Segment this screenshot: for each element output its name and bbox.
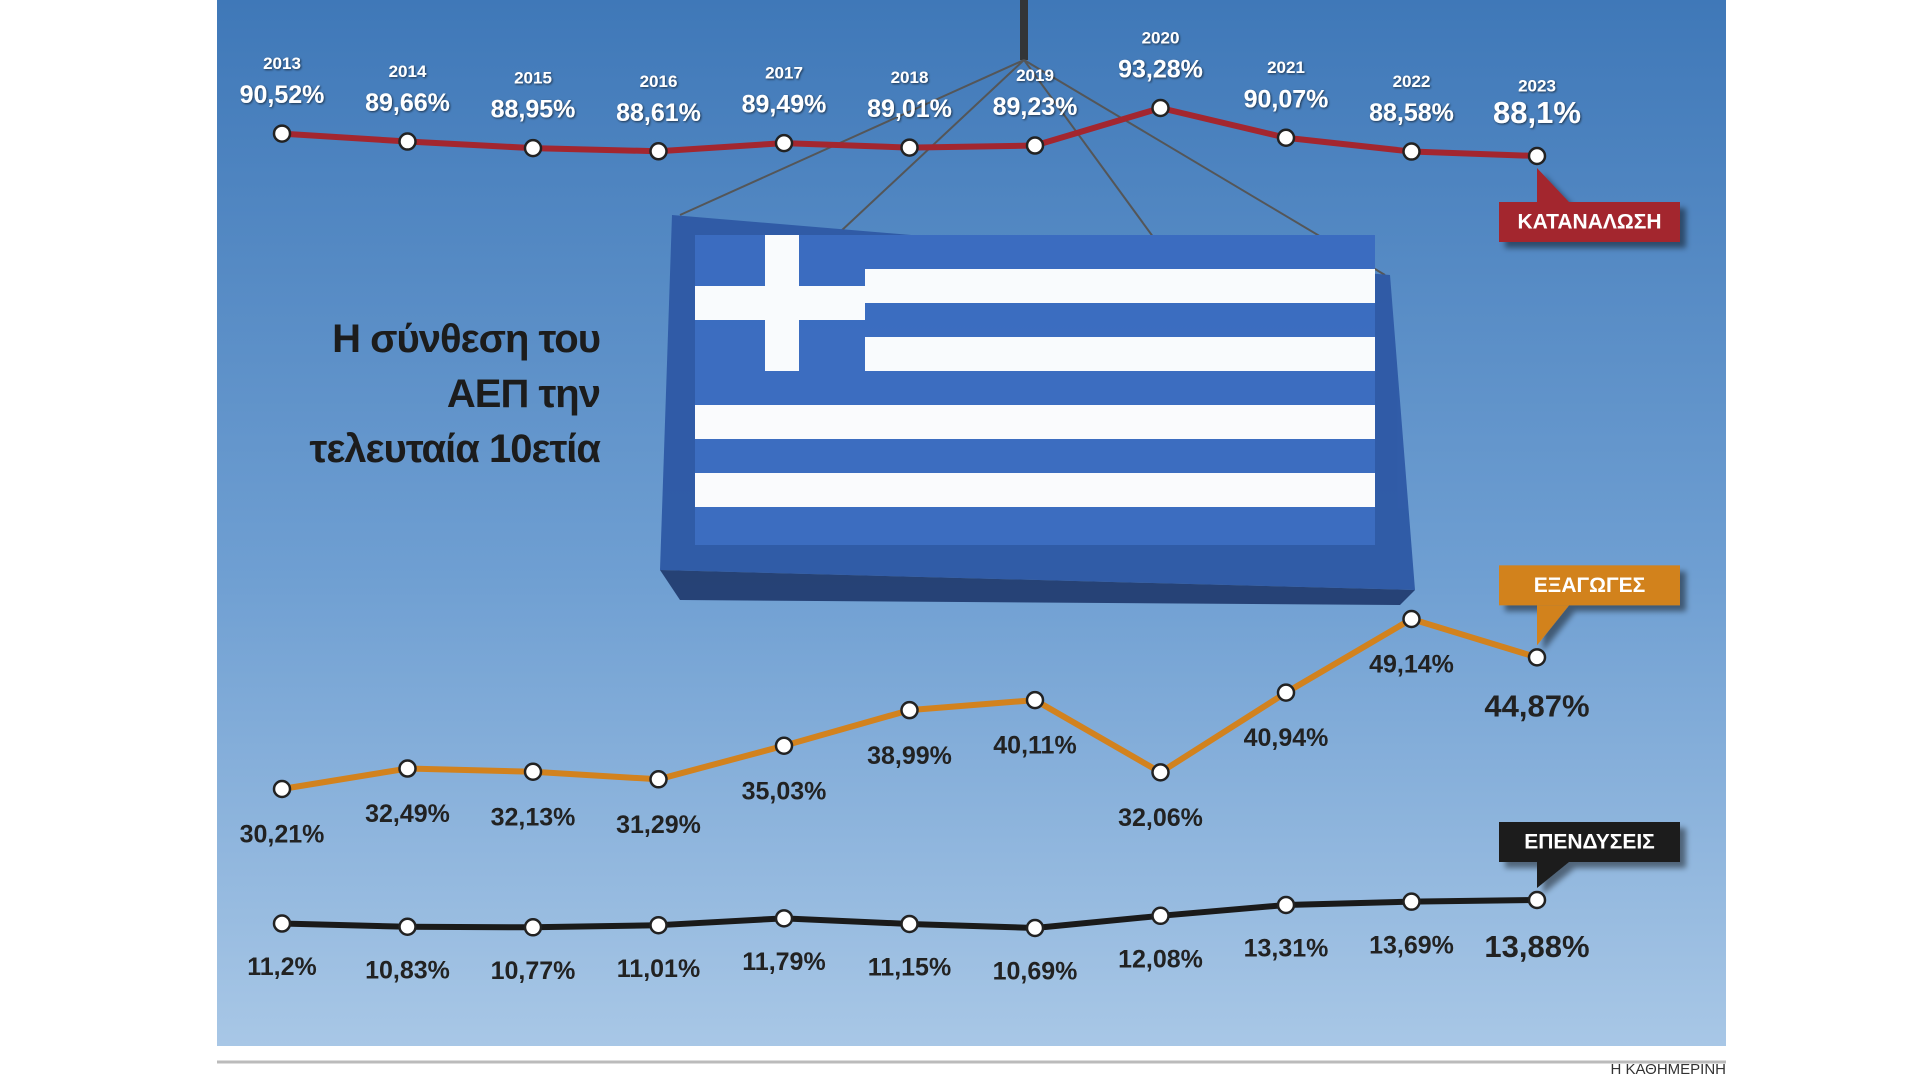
value-label: 32,06%	[1118, 804, 1203, 832]
tag-box	[1499, 822, 1680, 862]
value-label: 11,15%	[868, 954, 951, 982]
data-point	[1402, 142, 1421, 161]
value-label: 90,07%	[1244, 85, 1329, 113]
data-point	[523, 918, 543, 937]
series-tag	[1499, 168, 1680, 242]
data-point	[1276, 128, 1296, 147]
series-tag	[1499, 565, 1680, 646]
value-label: 88,95%	[491, 96, 576, 124]
data-point	[1151, 98, 1170, 118]
value-label: 10,69%	[993, 958, 1078, 986]
tag-box	[1499, 565, 1680, 606]
value-label: 11,79%	[742, 948, 825, 976]
container-illustration	[660, 0, 1415, 605]
year-label: 2020	[1142, 28, 1180, 47]
data-point	[398, 759, 417, 778]
year-label: 2015	[514, 69, 552, 88]
value-label: 12,08%	[1118, 945, 1203, 973]
value-label: 13,31%	[1244, 935, 1329, 963]
value-label: 30,21%	[240, 821, 325, 849]
year-label: 2017	[765, 64, 803, 83]
data-point	[1276, 683, 1296, 702]
value-label: 32,49%	[365, 800, 450, 828]
value-label: 93,28%	[1118, 56, 1203, 84]
data-point	[1025, 918, 1045, 938]
year-label: 2016	[640, 72, 678, 91]
data-point	[774, 133, 794, 153]
data-point	[398, 917, 417, 937]
data-point	[649, 770, 668, 789]
value-label: 13,88%	[1484, 929, 1589, 964]
tag-pointer	[1537, 862, 1569, 888]
value-label: 89,66%	[365, 89, 450, 117]
tag-pointer	[1537, 168, 1569, 202]
legend-label: ΚΑΤΑΝΑΛΩΣΗ	[1518, 211, 1662, 234]
year-label: 2013	[263, 54, 301, 73]
value-label: 90,52%	[240, 81, 325, 109]
value-label: 49,14%	[1369, 651, 1454, 679]
value-label: 89,01%	[867, 95, 952, 123]
data-point	[1527, 890, 1547, 910]
data-point	[1402, 609, 1421, 629]
data-point	[900, 138, 919, 157]
data-point	[272, 124, 292, 143]
tag-pointer	[1537, 605, 1569, 646]
value-label: 88,1%	[1493, 95, 1581, 130]
year-label: 2019	[1016, 66, 1054, 85]
value-label: 13,69%	[1369, 931, 1454, 959]
value-label: 40,94%	[1244, 724, 1329, 752]
data-point	[774, 736, 794, 755]
data-point	[649, 915, 668, 935]
year-label: 2023	[1518, 76, 1556, 95]
year-label: 2014	[389, 62, 427, 81]
data-point	[1025, 136, 1045, 155]
value-label: 40,11%	[993, 732, 1076, 760]
value-label: 88,61%	[616, 99, 701, 127]
source: Η ΚΑΘΗΜΕΡΙΝΗ	[1610, 1061, 1726, 1078]
value-label: 11,2%	[247, 953, 317, 981]
data-point	[900, 700, 919, 720]
value-label: 10,83%	[365, 956, 450, 984]
value-label: 38,99%	[867, 742, 952, 770]
data-point	[1151, 906, 1170, 926]
data-point	[1527, 648, 1547, 667]
data-point	[900, 914, 919, 934]
year-label: 2022	[1393, 72, 1431, 91]
value-label: 44,87%	[1484, 689, 1589, 724]
value-label: 88,58%	[1369, 99, 1454, 127]
value-label: 10,77%	[491, 957, 576, 985]
year-label: 2018	[891, 68, 929, 87]
data-point	[523, 138, 543, 158]
data-point	[1276, 895, 1296, 915]
data-point	[398, 132, 417, 151]
legend-label: ΕΞΑΓΩΓΕΣ	[1534, 574, 1645, 597]
value-label: 35,03%	[742, 777, 827, 805]
data-point	[774, 909, 794, 928]
data-point	[1151, 763, 1170, 782]
data-point	[1402, 892, 1421, 911]
value-label: 32,13%	[491, 803, 576, 831]
data-point	[1025, 690, 1045, 710]
legend-label: ΕΠΕΝΔΥΣΕΙΣ	[1524, 831, 1655, 854]
value-label: 89,49%	[742, 91, 827, 119]
data-point	[272, 779, 292, 799]
tag-box	[1499, 202, 1680, 242]
value-label: 89,23%	[993, 93, 1078, 121]
data-point	[523, 762, 543, 782]
data-point	[1527, 146, 1547, 166]
chart-title: Η σύνθεση του ΑΕΠ την τελευταία 10ετία	[309, 317, 601, 471]
data-point	[649, 142, 668, 161]
year-label: 2021	[1267, 58, 1305, 77]
data-point	[272, 914, 292, 933]
series-tag	[1499, 822, 1680, 888]
value-label: 31,29%	[616, 811, 701, 839]
value-label: 11,01%	[617, 955, 700, 983]
